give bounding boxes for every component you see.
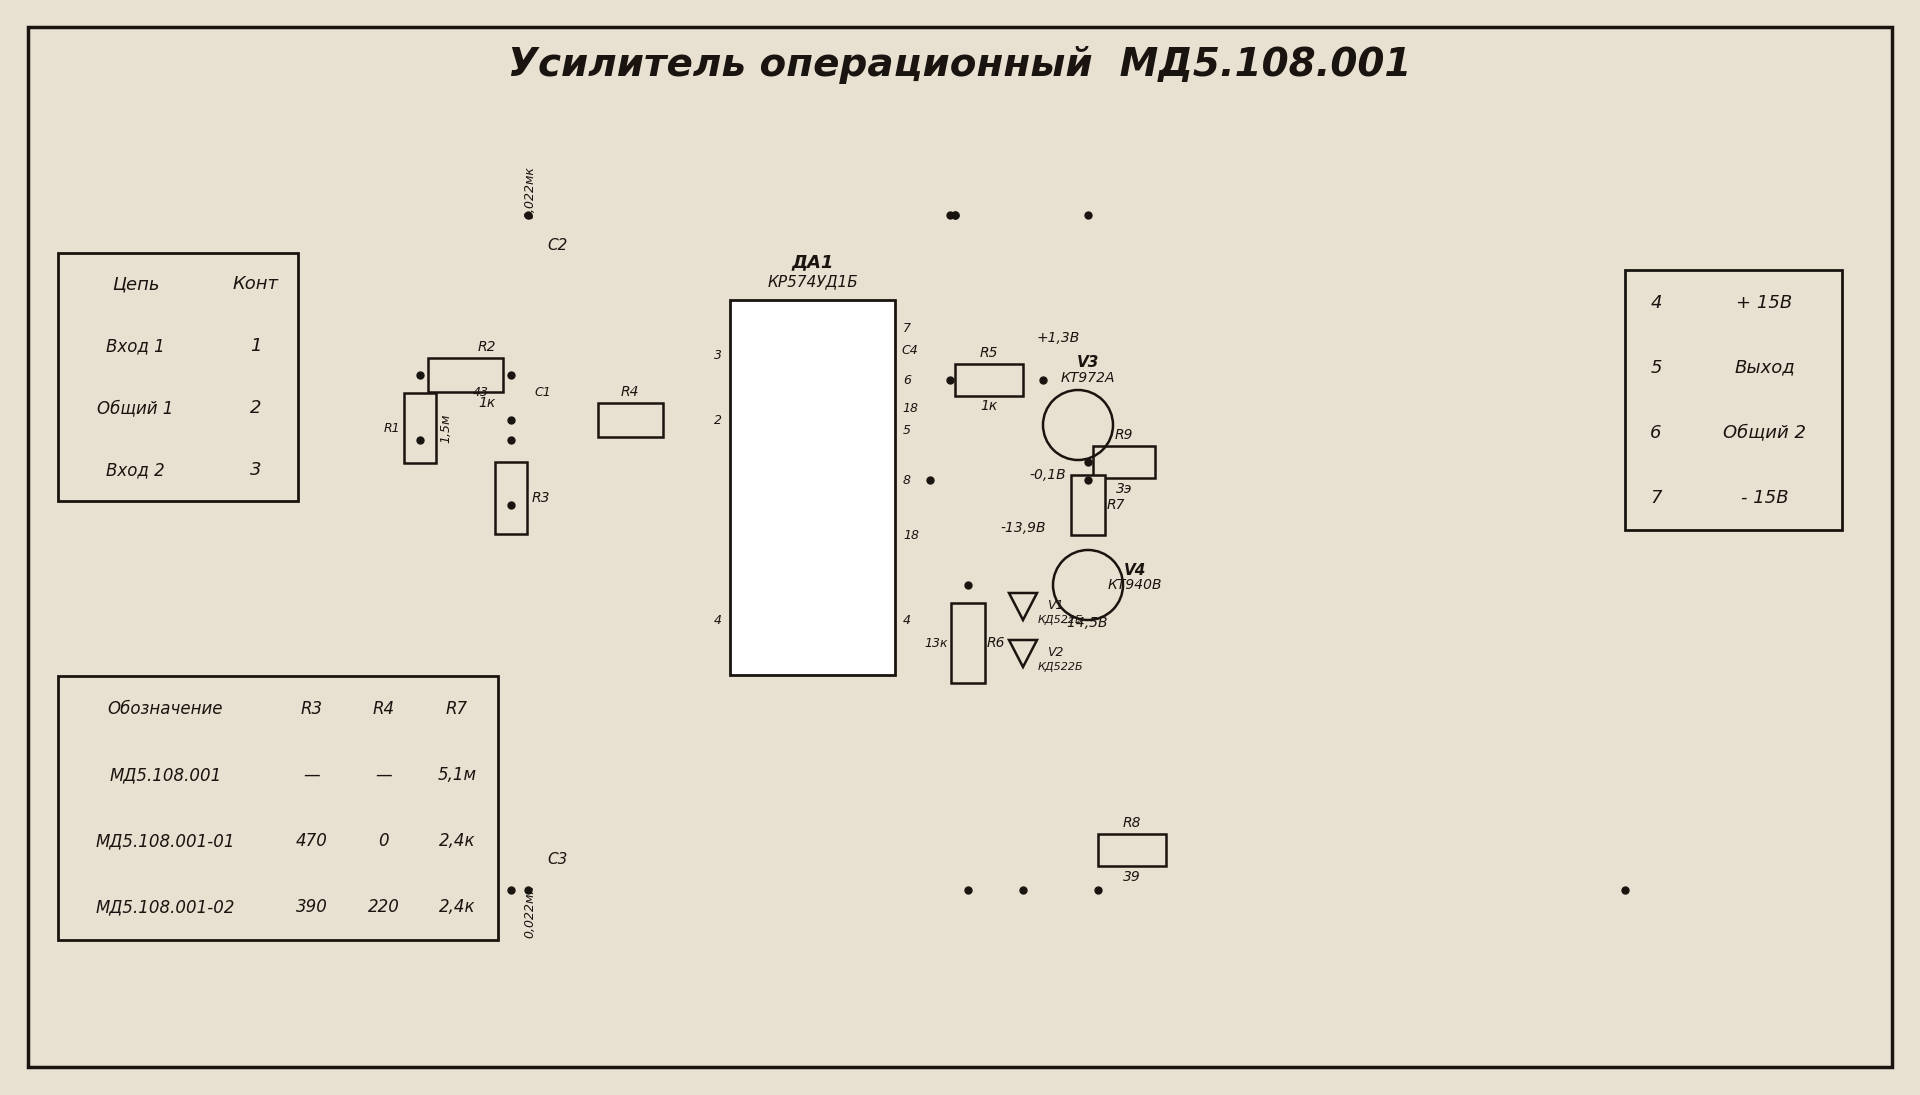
Text: 1,5м: 1,5м [440, 413, 453, 442]
Text: 7: 7 [902, 322, 910, 334]
Text: 3: 3 [714, 348, 722, 361]
Text: 220: 220 [367, 898, 399, 917]
Text: R9: R9 [1116, 428, 1133, 442]
Text: 2: 2 [714, 414, 722, 426]
Bar [428, 358, 503, 392]
Text: 6: 6 [1651, 424, 1661, 441]
Text: Вход 2: Вход 2 [106, 461, 165, 479]
Text: R3: R3 [301, 700, 323, 718]
Text: 13к: 13к [924, 636, 948, 649]
Text: 43: 43 [472, 385, 490, 399]
Text: —: — [374, 766, 392, 784]
Text: 39: 39 [1123, 871, 1140, 884]
Text: R2: R2 [478, 341, 495, 354]
Bar [1624, 270, 1841, 530]
Bar [58, 676, 497, 940]
Text: C4: C4 [902, 344, 918, 357]
Text: C1: C1 [534, 385, 551, 399]
Text: 1: 1 [250, 337, 261, 355]
Text: Вход 1: Вход 1 [106, 337, 165, 355]
Text: 2,4к: 2,4к [440, 898, 476, 917]
Text: Общий 1: Общий 1 [98, 399, 173, 417]
Text: R7: R7 [445, 700, 468, 718]
Text: R6: R6 [987, 636, 1006, 650]
Text: МД5.108.001-01: МД5.108.001-01 [96, 832, 236, 850]
Text: 5: 5 [902, 424, 910, 437]
Text: Конт: Конт [232, 275, 278, 293]
Text: 4: 4 [902, 613, 910, 626]
Text: 3: 3 [250, 461, 261, 479]
Text: R1: R1 [384, 422, 399, 435]
Text: 18: 18 [902, 529, 920, 542]
Text: 1к: 1к [981, 399, 998, 413]
Text: 7: 7 [1651, 488, 1661, 507]
Text: 2,4к: 2,4к [440, 832, 476, 850]
Text: -0,1В: -0,1В [1029, 468, 1066, 482]
Text: 1к: 1к [478, 396, 495, 410]
Text: МД5.108.001: МД5.108.001 [109, 766, 221, 784]
Text: Обозначение: Обозначение [108, 700, 223, 718]
Text: Выход: Выход [1734, 358, 1795, 377]
Text: КД522Б: КД522Б [1039, 662, 1083, 672]
Text: +1,3В: +1,3В [1037, 331, 1079, 345]
Text: —: — [303, 766, 321, 784]
Text: 470: 470 [296, 832, 328, 850]
Text: 4: 4 [714, 613, 722, 626]
Text: 18: 18 [902, 402, 918, 415]
Text: R7: R7 [1106, 498, 1125, 512]
Text: C2: C2 [547, 238, 568, 253]
Text: -14,5В: -14,5В [1062, 615, 1108, 630]
Text: МД5.108.001-02: МД5.108.001-02 [96, 898, 236, 917]
Text: КТ972А: КТ972А [1060, 371, 1116, 385]
Text: КР574УД1Б: КР574УД1Б [768, 275, 858, 289]
Text: R3: R3 [532, 491, 551, 505]
Bar [730, 300, 895, 675]
Bar [403, 393, 436, 463]
Text: R8: R8 [1123, 816, 1140, 830]
Text: 5,1м: 5,1м [438, 766, 476, 784]
Text: R4: R4 [372, 700, 396, 718]
Text: КТ940В: КТ940В [1108, 578, 1162, 592]
Text: R5: R5 [979, 346, 998, 360]
Text: 0,022мк: 0,022мк [524, 166, 536, 219]
Text: 0,022мк: 0,022мк [524, 886, 536, 938]
Text: Усилитель операционный  МД5.108.001: Усилитель операционный МД5.108.001 [509, 46, 1411, 84]
Text: 8: 8 [902, 473, 910, 486]
Bar [954, 364, 1023, 396]
Bar [495, 462, 526, 534]
Text: C3: C3 [547, 853, 568, 867]
Text: - 15В: - 15В [1741, 488, 1788, 507]
Text: V1: V1 [1046, 599, 1064, 611]
Text: -13,9В: -13,9В [1000, 521, 1046, 535]
Text: 390: 390 [296, 898, 328, 917]
Text: 4: 4 [1651, 293, 1661, 311]
Text: 2: 2 [250, 399, 261, 417]
Text: КД522Б: КД522Б [1039, 615, 1083, 625]
Bar [1098, 834, 1165, 866]
Bar [1071, 475, 1106, 535]
Text: + 15В: + 15В [1736, 293, 1793, 311]
Text: 5: 5 [1651, 358, 1661, 377]
Bar [950, 603, 985, 683]
Text: V3: V3 [1077, 355, 1098, 369]
Text: R4: R4 [620, 385, 639, 399]
Bar [597, 403, 662, 437]
Text: Цепь: Цепь [111, 275, 159, 293]
Text: 0: 0 [378, 832, 390, 850]
Text: 6: 6 [902, 373, 910, 387]
Text: V4: V4 [1123, 563, 1146, 577]
Text: Общий 2: Общий 2 [1722, 424, 1807, 441]
Bar [1092, 446, 1156, 479]
Text: V2: V2 [1046, 645, 1064, 658]
Text: 3э: 3э [1116, 482, 1133, 496]
Text: ДА1: ДА1 [791, 253, 833, 270]
Bar [58, 253, 298, 502]
